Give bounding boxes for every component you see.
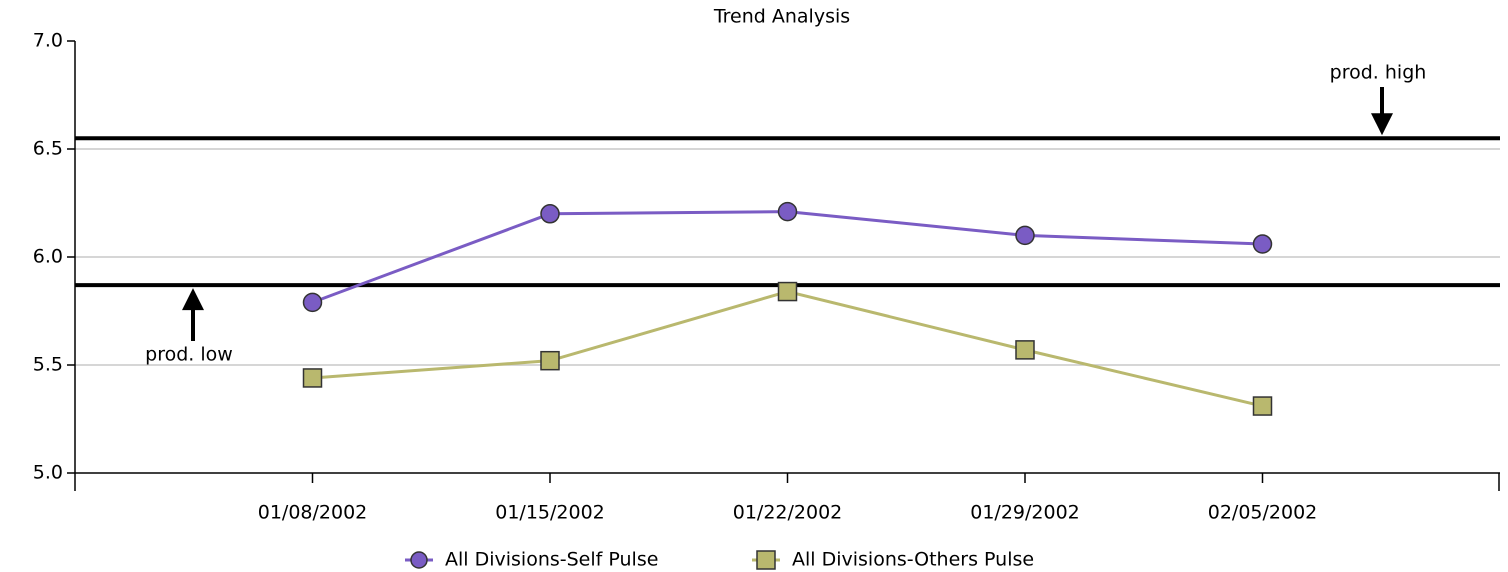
- data-point: [777, 281, 798, 302]
- data-point: [777, 201, 798, 222]
- x-tick-label: 01/29/2002: [970, 502, 1080, 524]
- data-point: [1252, 234, 1273, 254]
- legend-marker: [410, 551, 428, 569]
- x-tick-label: 01/22/2002: [733, 502, 843, 524]
- series-line: [312, 290, 1263, 408]
- data-point: [302, 292, 323, 313]
- annotation-arrow-head: [1371, 113, 1393, 136]
- x-tick-label: 01/15/2002: [495, 502, 605, 524]
- x-tick-label: 02/05/2002: [1208, 502, 1318, 524]
- reference-label: prod. high: [1330, 62, 1427, 84]
- data-point: [540, 204, 560, 224]
- data-point: [1015, 340, 1035, 360]
- data-point: [1015, 225, 1035, 246]
- x-tick-label: 01/08/2002: [258, 502, 368, 524]
- data-point: [302, 368, 323, 388]
- annotation-arrow-head: [182, 288, 204, 311]
- y-tick-label: 5.0: [33, 462, 63, 484]
- data-point: [540, 350, 560, 371]
- y-tick-label: 7.0: [33, 30, 63, 52]
- legend-label: All Divisions-Self Pulse: [445, 549, 658, 571]
- legend-label: All Divisions-Others Pulse: [792, 549, 1034, 571]
- data-point: [1252, 396, 1273, 416]
- reference-label: prod. low: [145, 344, 233, 366]
- y-tick-label: 5.5: [33, 354, 63, 376]
- legend-marker: [756, 550, 776, 570]
- y-tick-label: 6.5: [33, 138, 63, 160]
- chart-title: Trend Analysis: [713, 6, 850, 28]
- y-tick-label: 6.0: [33, 246, 63, 268]
